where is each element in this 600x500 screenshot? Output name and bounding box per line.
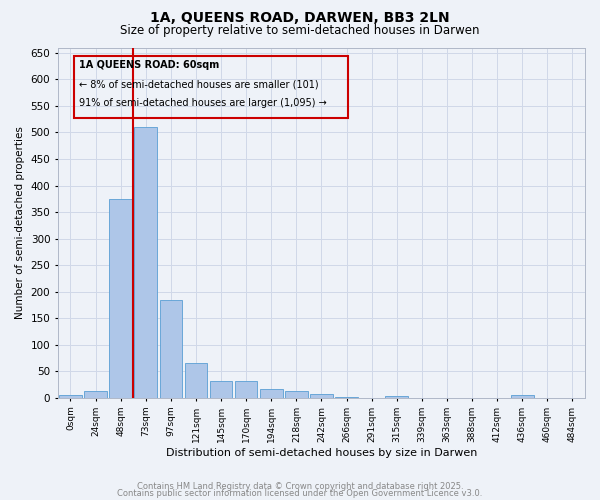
Bar bbox=[59, 396, 82, 398]
Bar bbox=[134, 127, 157, 398]
Bar bbox=[84, 391, 107, 398]
Bar bbox=[511, 396, 533, 398]
Bar bbox=[285, 391, 308, 398]
Bar bbox=[260, 389, 283, 398]
Text: 1A, QUEENS ROAD, DARWEN, BB3 2LN: 1A, QUEENS ROAD, DARWEN, BB3 2LN bbox=[150, 11, 450, 25]
X-axis label: Distribution of semi-detached houses by size in Darwen: Distribution of semi-detached houses by … bbox=[166, 448, 477, 458]
Bar bbox=[385, 396, 408, 398]
Bar bbox=[160, 300, 182, 398]
Text: ← 8% of semi-detached houses are smaller (101): ← 8% of semi-detached houses are smaller… bbox=[79, 79, 319, 89]
Bar bbox=[235, 381, 257, 398]
Bar bbox=[109, 199, 132, 398]
Bar bbox=[185, 364, 207, 398]
Bar bbox=[335, 397, 358, 398]
Text: Contains HM Land Registry data © Crown copyright and database right 2025.: Contains HM Land Registry data © Crown c… bbox=[137, 482, 463, 491]
Bar bbox=[310, 394, 333, 398]
Text: Contains public sector information licensed under the Open Government Licence v3: Contains public sector information licen… bbox=[118, 490, 482, 498]
Text: Size of property relative to semi-detached houses in Darwen: Size of property relative to semi-detach… bbox=[120, 24, 480, 37]
Y-axis label: Number of semi-detached properties: Number of semi-detached properties bbox=[15, 126, 25, 319]
Bar bbox=[210, 381, 232, 398]
Text: 91% of semi-detached houses are larger (1,095) →: 91% of semi-detached houses are larger (… bbox=[79, 98, 327, 108]
Text: 1A QUEENS ROAD: 60sqm: 1A QUEENS ROAD: 60sqm bbox=[79, 60, 219, 70]
